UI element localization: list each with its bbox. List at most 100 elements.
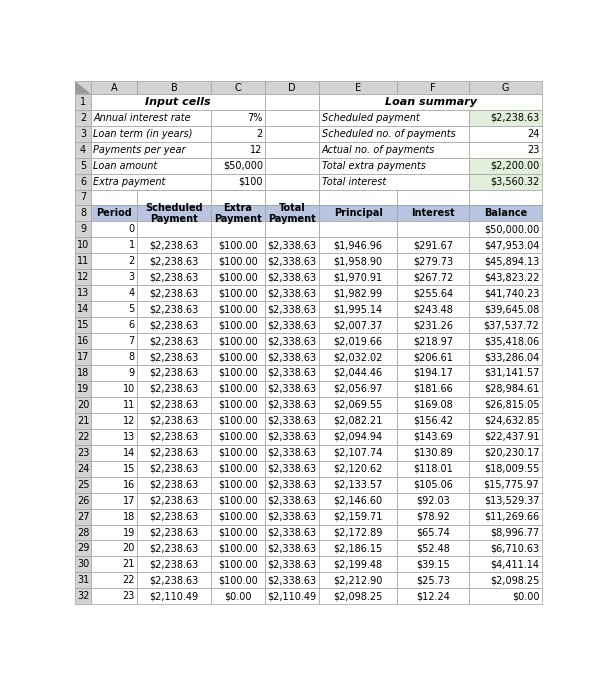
Bar — [211, 221, 265, 238]
Bar — [397, 317, 469, 333]
Bar — [397, 477, 469, 493]
Bar — [469, 557, 542, 572]
Text: $52.48: $52.48 — [416, 543, 450, 553]
Text: 8: 8 — [80, 208, 86, 219]
Text: G: G — [501, 83, 509, 92]
Bar — [75, 365, 91, 381]
Bar — [91, 301, 137, 317]
Bar — [75, 445, 91, 461]
Text: 5: 5 — [129, 304, 135, 314]
Bar — [137, 301, 211, 317]
Bar — [397, 572, 469, 589]
Text: Annual interest rate: Annual interest rate — [93, 113, 191, 123]
Bar — [137, 557, 211, 572]
Text: $2,098.25: $2,098.25 — [334, 591, 383, 602]
Text: Total
Payment: Total Payment — [268, 202, 316, 224]
Bar — [265, 397, 320, 413]
Text: $118.01: $118.01 — [413, 464, 453, 474]
Text: 20: 20 — [123, 543, 135, 553]
Bar — [137, 509, 211, 525]
Bar — [137, 381, 211, 397]
Bar — [137, 189, 211, 206]
Text: Balance: Balance — [484, 208, 527, 219]
Bar — [320, 94, 542, 110]
Bar — [91, 429, 137, 445]
Text: $2,238.63: $2,238.63 — [490, 113, 539, 123]
Bar — [469, 126, 542, 142]
Text: $100.00: $100.00 — [218, 464, 258, 474]
Bar — [91, 253, 137, 270]
Bar — [265, 317, 320, 333]
Text: 21: 21 — [123, 559, 135, 570]
Text: 1: 1 — [129, 240, 135, 251]
Bar — [320, 81, 397, 94]
Text: 12: 12 — [77, 272, 89, 282]
Text: 18: 18 — [123, 511, 135, 521]
Text: $100.00: $100.00 — [218, 336, 258, 346]
Bar — [211, 253, 265, 270]
Bar — [137, 333, 211, 349]
Text: Scheduled no. of payments: Scheduled no. of payments — [321, 129, 456, 139]
Bar — [137, 589, 211, 604]
Text: $2,238.63: $2,238.63 — [149, 528, 199, 538]
Text: $2,238.63: $2,238.63 — [149, 496, 199, 506]
Bar — [397, 413, 469, 429]
Text: 4: 4 — [129, 288, 135, 298]
Bar — [211, 126, 265, 142]
Bar — [211, 189, 265, 206]
Text: 24: 24 — [77, 464, 89, 474]
Text: $25.73: $25.73 — [416, 575, 450, 585]
Bar — [469, 221, 542, 238]
Text: 23: 23 — [77, 447, 89, 458]
Text: Principal: Principal — [334, 208, 382, 219]
Bar — [320, 158, 469, 174]
Text: $243.48: $243.48 — [413, 304, 453, 314]
Text: $2,199.48: $2,199.48 — [334, 559, 383, 570]
Text: $2,338.63: $2,338.63 — [268, 416, 317, 426]
Text: $143.69: $143.69 — [413, 432, 453, 442]
Text: $100.00: $100.00 — [218, 416, 258, 426]
Text: $2,120.62: $2,120.62 — [334, 464, 383, 474]
Bar — [137, 429, 211, 445]
Bar — [469, 477, 542, 493]
Bar — [137, 206, 211, 221]
Bar — [397, 381, 469, 397]
Text: $2,133.57: $2,133.57 — [334, 479, 383, 490]
Text: $169.08: $169.08 — [413, 400, 453, 410]
Text: $2,238.63: $2,238.63 — [149, 352, 199, 362]
Bar — [320, 477, 397, 493]
Bar — [320, 509, 397, 525]
Bar — [75, 285, 91, 301]
Bar — [320, 461, 397, 477]
Text: 2: 2 — [129, 256, 135, 266]
Bar — [75, 238, 91, 253]
Bar — [397, 525, 469, 540]
Bar — [265, 189, 320, 206]
Bar — [137, 365, 211, 381]
Bar — [320, 174, 469, 189]
Bar — [137, 238, 211, 253]
Text: $35,418.06: $35,418.06 — [484, 336, 539, 346]
Bar — [320, 445, 397, 461]
Text: $100.00: $100.00 — [218, 432, 258, 442]
Bar — [397, 445, 469, 461]
Bar — [75, 94, 91, 110]
Bar — [91, 206, 137, 221]
Text: $181.66: $181.66 — [413, 384, 453, 394]
Text: $2,238.63: $2,238.63 — [149, 575, 199, 585]
Text: A: A — [111, 83, 117, 92]
Bar — [75, 540, 91, 557]
Text: $2,056.97: $2,056.97 — [334, 384, 383, 394]
Text: $2,159.71: $2,159.71 — [334, 511, 383, 521]
Text: 14: 14 — [77, 304, 89, 314]
Bar — [91, 365, 137, 381]
Text: 3: 3 — [129, 272, 135, 282]
Bar — [211, 174, 265, 189]
Bar — [75, 110, 91, 126]
Bar — [75, 429, 91, 445]
Text: $2,238.63: $2,238.63 — [149, 416, 199, 426]
Bar — [397, 253, 469, 270]
Bar — [320, 221, 397, 238]
Bar — [397, 461, 469, 477]
Bar — [397, 81, 469, 94]
